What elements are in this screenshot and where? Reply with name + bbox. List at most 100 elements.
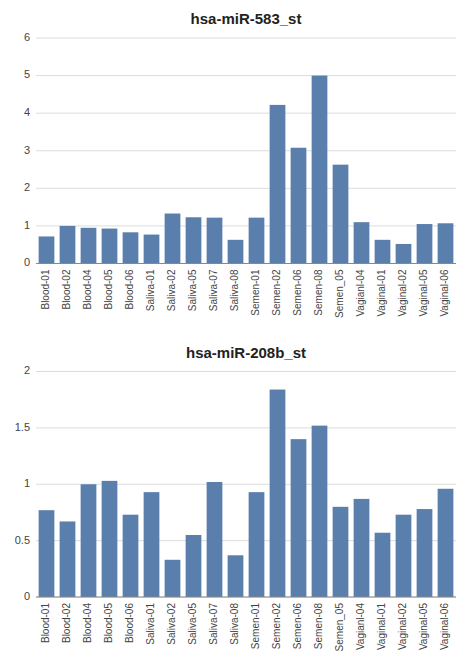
x-tick-label: Semen-02 <box>271 269 282 316</box>
x-tick-label: Blood-04 <box>82 269 93 309</box>
bar <box>333 165 349 264</box>
x-tick-label: Saliva-07 <box>208 269 219 311</box>
y-tick-label: 2 <box>24 364 30 376</box>
grid-line <box>36 263 456 264</box>
x-tick-label: Vaginal-01 <box>376 269 387 317</box>
x-tick-label: Vagianl-04 <box>355 269 366 317</box>
bar <box>312 426 328 597</box>
x-axis-line <box>36 263 456 264</box>
grid-line <box>36 484 456 485</box>
x-tick-label: Semen-01 <box>250 603 261 650</box>
y-tick-label: 3 <box>24 144 30 156</box>
bars <box>39 76 454 264</box>
x-tick-label: Blood-01 <box>40 603 51 643</box>
grid-line <box>36 597 456 598</box>
chart-panel: hsa-miR-208b_st 0 0.5 1 1.5 2 Blood-01 Blood-02… <box>15 344 456 652</box>
y-tick-label: 0.5 <box>15 534 30 546</box>
bar <box>417 224 433 263</box>
bar <box>270 105 286 264</box>
bar <box>186 535 202 597</box>
x-tick-label: Semen_05 <box>334 269 345 318</box>
bar <box>81 484 97 597</box>
bar <box>60 226 76 264</box>
bar <box>123 232 139 263</box>
bars <box>39 390 454 597</box>
bar <box>228 555 244 597</box>
bar <box>207 482 223 597</box>
grid-line <box>36 188 456 189</box>
y-tick-label: 4 <box>24 106 30 118</box>
grid-line <box>36 113 456 114</box>
x-tick-label: Saliva-07 <box>208 603 219 645</box>
x-tick-label: Vaginal-05 <box>418 269 429 317</box>
grid-line <box>36 427 456 428</box>
bar <box>144 235 160 264</box>
bar <box>60 521 76 597</box>
grid-line <box>36 540 456 541</box>
x-tick-label: Vaginal-06 <box>439 269 450 317</box>
bar <box>144 492 160 597</box>
x-tick-label: Semen-06 <box>292 269 303 316</box>
y-tick-label: 2 <box>24 181 30 193</box>
y-tick-label: 1 <box>24 477 30 489</box>
grid-line <box>36 75 456 76</box>
figure: hsa-miR-583_st 0 1 2 3 4 5 6 Blood-01 Blood-02 Blo… <box>0 0 466 667</box>
x-tick-label: Vaginal-02 <box>397 603 408 651</box>
bar <box>165 214 181 264</box>
x-tick-label: Blood-05 <box>103 603 114 643</box>
bar <box>123 515 139 597</box>
bar <box>39 510 55 597</box>
x-tick-label: Vaginal-05 <box>418 603 429 651</box>
grid-line <box>36 150 456 151</box>
chart-root: hsa-miR-583_st 0 1 2 3 4 5 6 Blood-01 Blood-02 Blo… <box>0 0 466 667</box>
bar <box>354 222 370 263</box>
x-tick-label: Blood-01 <box>40 269 51 309</box>
x-tick-label: Semen_05 <box>334 603 345 652</box>
bar <box>186 217 202 263</box>
x-tick-label: Saliva-08 <box>229 269 240 311</box>
y-tick-label: 0 <box>24 590 30 602</box>
grid-line <box>36 38 456 39</box>
bar <box>354 499 370 597</box>
x-tick-label: Blood-05 <box>103 269 114 309</box>
chart-title: hsa-miR-583_st <box>191 10 302 27</box>
bar <box>102 481 118 597</box>
x-tick-label: Saliva-01 <box>145 269 156 311</box>
bar <box>249 492 265 597</box>
y-tick-label: 5 <box>24 68 30 80</box>
y-tick-label: 1 <box>24 219 30 231</box>
bar <box>39 236 55 263</box>
x-tick-label: Blood-02 <box>61 603 72 643</box>
x-tick-label: Blood-06 <box>124 603 135 643</box>
x-tick-label: Semen-08 <box>313 603 324 650</box>
grid-line <box>36 371 456 372</box>
x-tick-label: Saliva-05 <box>187 269 198 311</box>
x-tick-label: Vaginal-02 <box>397 269 408 317</box>
bar <box>333 507 349 597</box>
bar <box>312 76 328 264</box>
bar <box>417 509 433 597</box>
bar <box>228 240 244 264</box>
bar <box>270 390 286 597</box>
y-tick-label: 0 <box>24 256 30 268</box>
y-tick-label: 6 <box>24 31 30 43</box>
bar <box>396 515 412 597</box>
x-tick-label: Semen-08 <box>313 269 324 316</box>
y-tick-label: 1.5 <box>15 421 30 433</box>
x-tick-label: Blood-04 <box>82 603 93 643</box>
x-tick-label: Blood-06 <box>124 269 135 309</box>
bar <box>375 533 391 597</box>
x-tick-label: Semen-06 <box>292 603 303 650</box>
bar <box>81 228 97 264</box>
bar <box>249 218 265 264</box>
chart-panel: hsa-miR-583_st 0 1 2 3 4 5 6 Blood-01 Blood-02 Blo… <box>24 10 456 318</box>
x-tick-label: Saliva-02 <box>166 269 177 311</box>
x-tick-label: Vaginal-01 <box>376 603 387 651</box>
bar <box>438 489 454 597</box>
chart-title: hsa-miR-208b_st <box>186 344 306 361</box>
x-tick-label: Saliva-05 <box>187 603 198 645</box>
x-tick-label: Saliva-01 <box>145 603 156 645</box>
bar <box>396 244 412 264</box>
x-tick-label: Blood-02 <box>61 269 72 309</box>
bar <box>291 439 307 597</box>
